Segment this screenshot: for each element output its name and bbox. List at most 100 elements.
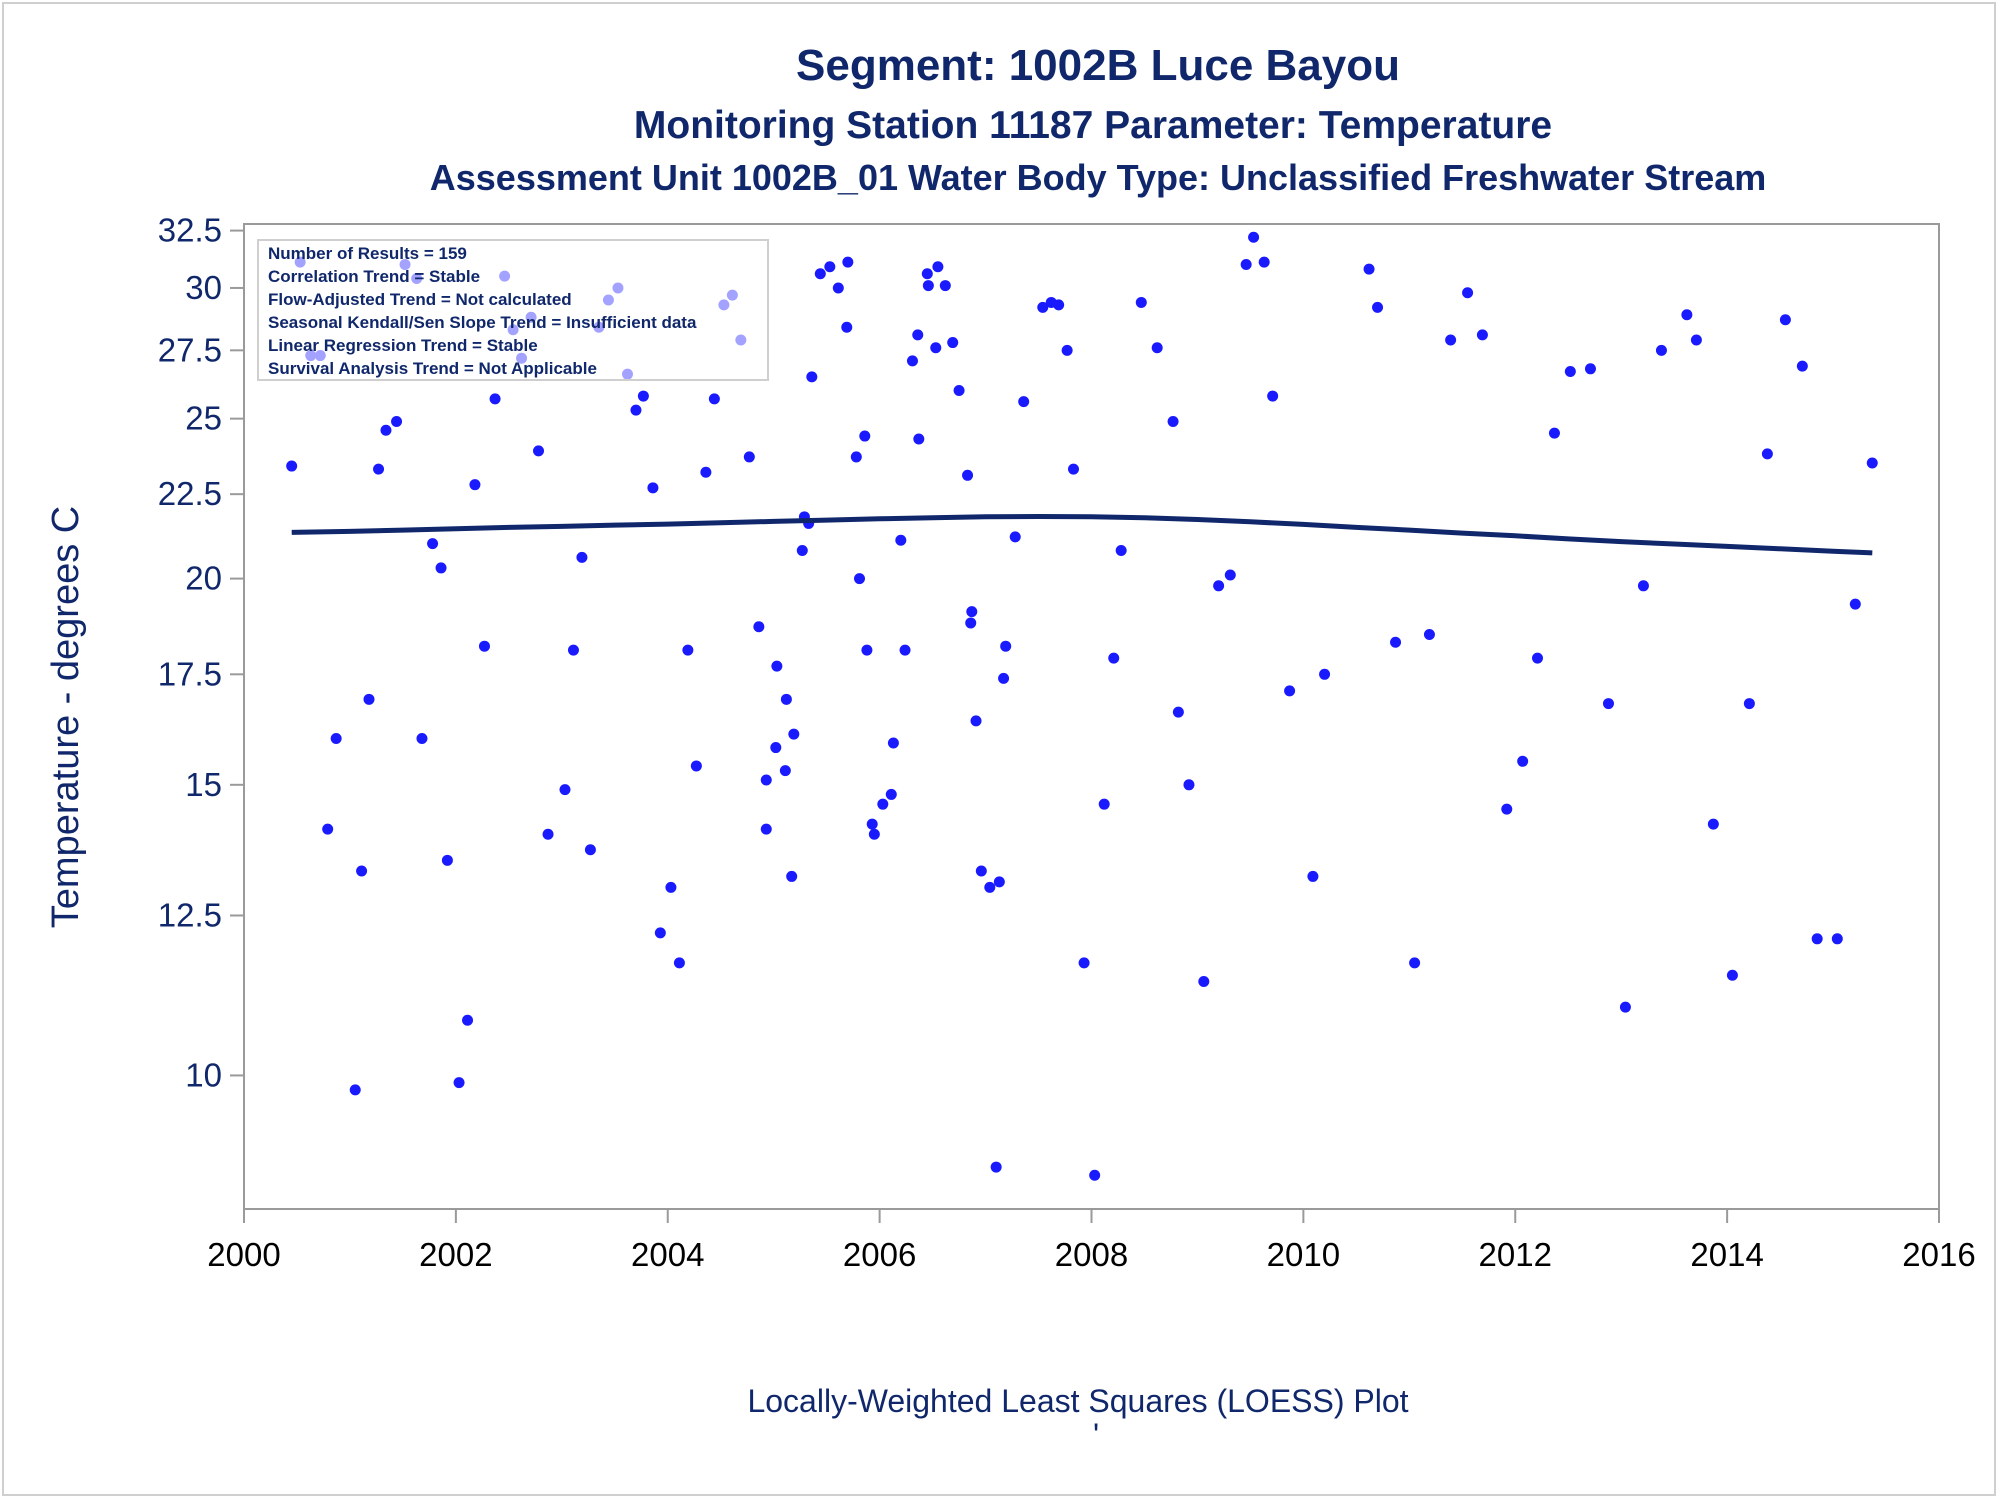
data-point [1319, 668, 1331, 680]
trend-summary-box: Number of Results = 159 Correlation Tren… [257, 239, 769, 381]
y-axis-label: Temperature - degrees C [45, 506, 87, 928]
data-point [853, 573, 865, 585]
data-point [453, 1077, 465, 1089]
y-tick-label: 30 [185, 269, 222, 306]
data-point [993, 876, 1005, 888]
chart-subtitle: Monitoring Station 11187 Parameter: Temp… [634, 104, 1552, 147]
data-point [1501, 803, 1513, 815]
summary-results-count: Number of Results = 159 [268, 244, 467, 263]
data-point [1151, 342, 1163, 354]
data-point [998, 672, 1010, 684]
data-point [1602, 698, 1614, 710]
x-axis: 2000 2002 2004 2006 2008 2010 2012 2014 2016 [207, 1209, 1976, 1273]
data-points [286, 231, 1878, 1181]
data-point [1213, 580, 1225, 592]
data-point [356, 865, 368, 877]
data-point [363, 693, 375, 705]
data-point [912, 329, 924, 341]
data-point [533, 445, 545, 457]
data-point [877, 798, 889, 810]
data-point [1363, 263, 1375, 275]
y-tick-label: 25 [185, 400, 222, 437]
summary-box-frame [257, 239, 769, 381]
data-point [932, 261, 944, 273]
data-point [861, 644, 873, 656]
data-point [939, 280, 951, 292]
data-point [1198, 976, 1210, 988]
data-point [391, 416, 403, 428]
chart-title: Segment: 1002B Luce Bayou [796, 41, 1400, 90]
data-point [913, 433, 925, 445]
data-point [708, 393, 720, 405]
x-tick-label: 2006 [843, 1236, 916, 1273]
summary-seasonal-kendall-trend: Seasonal Kendall/Sen Slope Trend = Insuf… [268, 313, 697, 332]
data-point [1796, 360, 1808, 372]
data-point [1726, 969, 1738, 981]
data-point [1061, 344, 1073, 356]
y-tick-label: 27.5 [158, 331, 222, 368]
data-point [753, 621, 765, 633]
data-point [1690, 334, 1702, 346]
data-point [665, 881, 677, 893]
data-point [1098, 798, 1110, 810]
y-tick-label: 17.5 [158, 655, 222, 692]
data-point [462, 1014, 474, 1026]
data-point [887, 737, 899, 749]
data-point [780, 693, 792, 705]
data-point [947, 337, 959, 349]
data-point [824, 261, 836, 273]
data-point [970, 715, 982, 727]
data-point [469, 479, 481, 491]
data-point [1409, 957, 1421, 969]
data-point [814, 268, 826, 280]
data-point [965, 617, 977, 629]
data-point [1761, 448, 1773, 460]
x-tick-label: 2008 [1055, 1236, 1128, 1273]
data-point [899, 644, 911, 656]
data-point [682, 644, 694, 656]
data-point [584, 844, 596, 856]
data-point [427, 538, 439, 550]
data-point [373, 463, 385, 475]
data-point [1067, 463, 1079, 475]
data-point [841, 321, 853, 333]
data-point [559, 784, 571, 796]
data-point [1372, 301, 1384, 313]
x-tick-label: 2012 [1479, 1236, 1552, 1273]
data-point [1637, 580, 1649, 592]
y-tick-label: 32.5 [158, 212, 222, 249]
y-tick-label: 22.5 [158, 475, 222, 512]
data-point [1476, 329, 1488, 341]
x-tick-label: 2004 [631, 1236, 704, 1273]
data-point [1009, 531, 1021, 543]
chart-footnote: Locally-Weighted Least Squares (LOESS) P… [747, 1383, 1408, 1419]
data-point [1811, 933, 1823, 945]
data-point [850, 451, 862, 463]
data-point [885, 788, 897, 800]
data-point [906, 355, 918, 367]
data-point [921, 268, 933, 280]
data-point [542, 828, 554, 840]
data-point [1564, 365, 1576, 377]
data-point [779, 765, 791, 777]
data-point [859, 430, 871, 442]
data-point [1037, 301, 1049, 313]
data-point [1707, 818, 1719, 830]
data-point [1779, 314, 1791, 326]
data-point [1849, 598, 1861, 610]
data-point [1018, 396, 1030, 408]
data-point [567, 644, 579, 656]
y-tick-label: 15 [185, 766, 222, 803]
data-point [1248, 231, 1260, 243]
data-point [1584, 363, 1596, 375]
data-point [1108, 652, 1120, 664]
data-point [647, 482, 659, 494]
data-point [1167, 416, 1179, 428]
data-point [1267, 390, 1279, 402]
y-tick-label: 20 [185, 560, 222, 597]
x-tick-label: 2000 [207, 1236, 280, 1273]
summary-flow-adjusted-trend: Flow-Adjusted Trend = Not calculated [268, 290, 572, 309]
data-point [700, 466, 712, 478]
x-tick-label: 2010 [1267, 1236, 1340, 1273]
data-point [1831, 933, 1843, 945]
